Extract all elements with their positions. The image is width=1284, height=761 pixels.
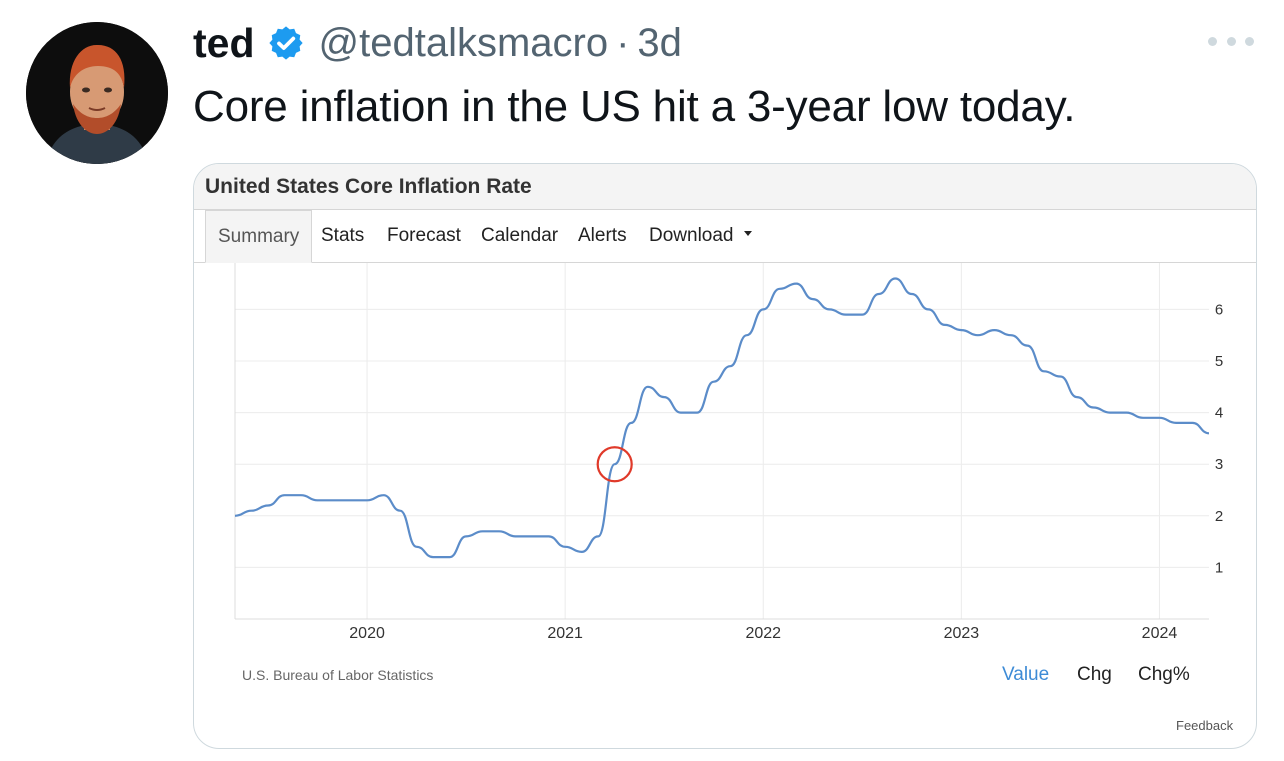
tab-alerts[interactable]: Alerts [578, 225, 627, 246]
more-dot [1208, 36, 1217, 46]
separator-dot: · [616, 20, 630, 65]
caret-down-icon [743, 231, 752, 237]
author-handle[interactable]: @tedtalksmacro [318, 20, 609, 65]
x-tick-label: 2023 [944, 625, 980, 642]
x-tick-label: 2022 [745, 625, 781, 642]
highlight-circle [596, 446, 633, 483]
tab-forecast[interactable]: Forecast [387, 225, 461, 246]
toggle-chg[interactable]: Chg [1077, 664, 1112, 685]
card-title: United States Core Inflation Rate [194, 164, 1256, 210]
more-dots-icon[interactable] [1208, 30, 1254, 52]
chart-card[interactable]: United States Core Inflation Rate Summar… [193, 163, 1257, 749]
tweet-text: Core inflation in the US hit a 3-year lo… [193, 82, 1076, 131]
y-tick-label: 2 [1215, 508, 1223, 525]
tab-calendar[interactable]: Calendar [481, 225, 559, 246]
y-tick-label: 3 [1215, 456, 1223, 473]
avatar[interactable] [26, 22, 168, 164]
inflation-line-chart[interactable]: 1 2 3 4 5 6 2020 2021 2022 2023 2024 [194, 263, 1256, 653]
tab-summary[interactable]: Summary [205, 210, 313, 263]
author-name[interactable]: ted [193, 19, 255, 66]
y-tick-label: 4 [1215, 405, 1223, 422]
feedback-link[interactable]: Feedback [1176, 718, 1234, 733]
chart-source: U.S. Bureau of Labor Statistics [242, 667, 434, 683]
tab-download[interactable]: Download [649, 210, 752, 263]
y-tick-label: 6 [1215, 301, 1223, 318]
series-line [234, 277, 1210, 559]
x-tick-label: 2021 [547, 625, 583, 642]
x-tick-label: 2024 [1142, 625, 1178, 642]
y-tick-label: 5 [1215, 353, 1223, 370]
verified-badge-icon [267, 24, 305, 62]
tweet-header: ted @tedtalksmacro · 3d [193, 20, 682, 66]
tab-stats[interactable]: Stats [321, 225, 365, 246]
toggle-value[interactable]: Value [1002, 664, 1050, 685]
more-dot [1226, 36, 1236, 46]
tab-bar: Summary Stats Forecast Calendar Alerts D… [194, 210, 1256, 263]
toggle-chg-percent[interactable]: Chg% [1138, 664, 1190, 685]
tab-download-label: Download [649, 225, 734, 246]
more-dot [1245, 36, 1254, 46]
tweet-timestamp[interactable]: 3d [637, 20, 682, 65]
y-tick-label: 1 [1215, 559, 1223, 576]
x-tick-label: 2020 [349, 625, 385, 642]
